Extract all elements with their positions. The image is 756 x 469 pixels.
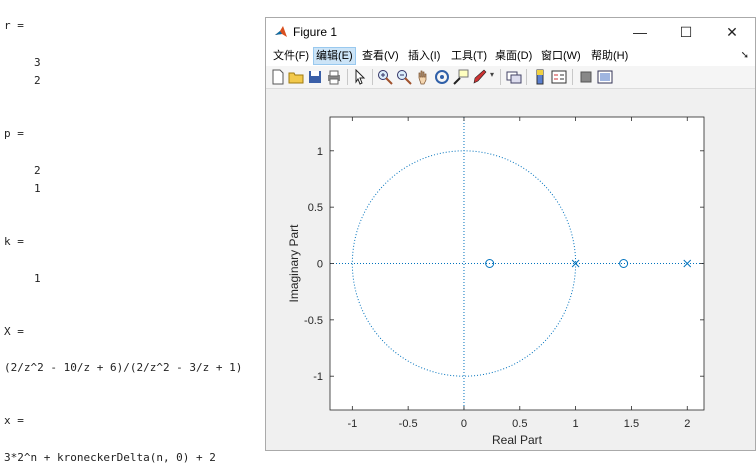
menu-window[interactable]: 窗口(W)	[541, 50, 581, 62]
figure-window[interactable]: Figure 1 — ☐ ✕ 文件(F) 编辑(E) 查看(V) 插入(I) 工…	[265, 17, 756, 451]
console-line: (2/z^2 - 10/z + 6)/(2/z^2 - 3/z + 1)	[4, 361, 243, 374]
menu-help[interactable]: 帮助(H)	[591, 50, 629, 62]
data-cursor-icon[interactable]	[453, 69, 469, 85]
toolbar-separator	[572, 69, 573, 85]
x-axis-label: Real Part	[492, 433, 543, 447]
console-line: p =	[4, 127, 24, 140]
window-title: Figure 1	[293, 25, 338, 39]
legend-icon[interactable]	[551, 69, 567, 85]
x-tick-label: 1.5	[624, 418, 639, 430]
zero-marker[interactable]	[485, 259, 495, 268]
x-tick-label: -0.5	[399, 418, 418, 430]
print-icon[interactable]	[326, 69, 342, 85]
y-tick-label: 0	[317, 259, 323, 271]
y-tick-label: -1	[313, 371, 323, 383]
brush-icon[interactable]	[472, 69, 488, 85]
zoom-in-icon[interactable]	[377, 69, 393, 85]
x-tick-label: 1	[573, 418, 579, 430]
toolbar-separator	[500, 69, 501, 85]
pole-zero-plot[interactable]: -1 -0.5 0 0.5 1 1.5 2 1 0.5 0 -0.5 -1 Real Part Imagi…	[266, 89, 755, 450]
command-window: r = 3 2 p = 2 1 k = 1 X = (2/z^2 - 10/z + 6)/(2/z…	[0, 0, 265, 469]
console-line: k =	[4, 235, 24, 248]
toolbar-separator	[372, 69, 373, 85]
x-tick-label: 0.5	[512, 418, 527, 430]
menu-file[interactable]: 文件(F)	[273, 50, 310, 62]
menu-tools[interactable]: 工具(T)	[451, 50, 488, 62]
console-line: 2	[34, 74, 41, 87]
console-line: X =	[4, 325, 24, 338]
menu-bar: 文件(F) 编辑(E) 查看(V) 插入(I) 工具(T) 桌面(D) 窗口(W…	[266, 46, 755, 66]
maximize-button[interactable]: ☐	[679, 24, 693, 40]
hide-plot-tools-icon[interactable]	[578, 69, 594, 85]
menu-edit[interactable]: 编辑(E)	[313, 47, 356, 65]
pole-marker[interactable]	[571, 259, 580, 268]
y-tick-label: 0.5	[308, 202, 323, 214]
rotate-3d-icon[interactable]	[434, 69, 450, 85]
figure-toolbar: ▾	[266, 66, 755, 89]
console-line: x =	[4, 414, 24, 427]
y-tick-label: -0.5	[304, 315, 323, 327]
menu-desktop[interactable]: 桌面(D)	[495, 50, 533, 62]
console-line: 1	[34, 272, 41, 285]
console-line: 1	[34, 182, 41, 195]
y-tick-label: 1	[317, 146, 323, 158]
x-tick-label: 0	[461, 418, 467, 430]
open-folder-icon[interactable]	[288, 69, 304, 85]
title-bar[interactable]: Figure 1 — ☐ ✕	[266, 18, 755, 46]
toolbar-separator	[347, 69, 348, 85]
zoom-out-icon[interactable]	[396, 69, 412, 85]
link-plot-icon[interactable]	[506, 69, 522, 85]
menu-view[interactable]: 查看(V)	[362, 50, 399, 62]
x-tick-label: 2	[684, 418, 690, 430]
console-line: r =	[4, 19, 24, 32]
x-tick-label: -1	[347, 418, 357, 430]
console-line: 2	[34, 164, 41, 177]
zero-marker[interactable]	[619, 259, 629, 268]
y-axis-label: Imaginary Part	[287, 224, 301, 303]
pan-hand-icon[interactable]	[415, 69, 431, 85]
toolbar-dock-arrow-icon[interactable]: ➘	[740, 50, 749, 61]
colorbar-icon[interactable]	[532, 69, 548, 85]
console-line: 3	[34, 56, 41, 69]
minimize-button[interactable]: —	[633, 24, 647, 40]
select-pointer-icon[interactable]	[352, 69, 368, 85]
matlab-logo-icon	[275, 26, 287, 37]
save-icon[interactable]	[307, 69, 323, 85]
toolbar-separator	[526, 69, 527, 85]
brush-dropdown-icon[interactable]: ▾	[490, 70, 495, 79]
show-plot-tools-icon[interactable]	[597, 69, 613, 85]
console-line: 3*2^n + kroneckerDelta(n, 0) + 2	[4, 451, 216, 464]
close-button[interactable]: ✕	[726, 24, 738, 40]
pole-marker[interactable]	[683, 259, 692, 268]
new-figure-icon[interactable]	[270, 69, 286, 85]
menu-insert[interactable]: 插入(I)	[408, 50, 441, 62]
